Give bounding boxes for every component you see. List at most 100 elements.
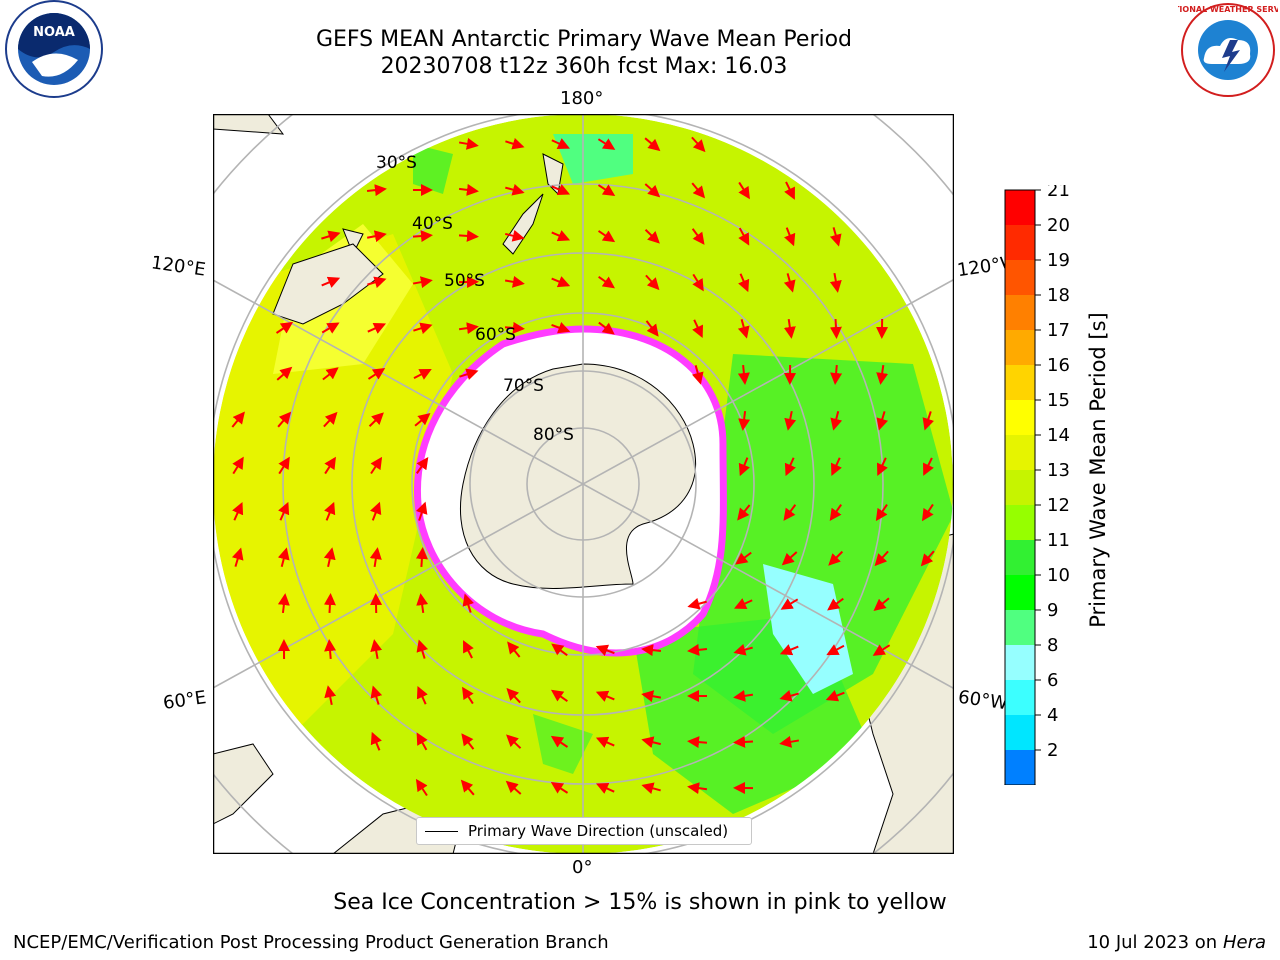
wave-direction-arrow — [876, 457, 888, 476]
wave-direction-arrow — [504, 275, 525, 288]
wave-direction-arrow — [368, 412, 384, 427]
wave-direction-arrow — [872, 644, 891, 656]
wave-direction-arrow — [644, 229, 660, 244]
lat-label-40s: 40°S — [412, 214, 453, 234]
wave-direction-arrow — [598, 276, 615, 289]
wave-direction-arrow — [321, 276, 341, 288]
wave-direction-arrow — [644, 183, 661, 198]
wave-direction-arrow — [505, 780, 522, 795]
wave-direction-arrow — [826, 644, 845, 656]
wave-direction-arrow — [595, 782, 615, 794]
wave-direction-arrow — [645, 274, 660, 291]
wave-direction-arrow — [734, 598, 753, 610]
colorbar-tick-label: 12 — [1047, 495, 1070, 516]
wave-direction-arrow — [733, 643, 753, 656]
chart-subtitle: 20230708 t12z 360h fcst Max: 16.03 — [380, 54, 788, 79]
wave-direction-arrow — [691, 182, 706, 199]
wave-direction-arrow — [415, 778, 428, 797]
wave-direction-arrow — [687, 643, 708, 656]
colorbar-tick-label: 6 — [1047, 670, 1058, 691]
lon-label-180: 180° — [560, 88, 604, 109]
wave-direction-arrow — [738, 227, 750, 246]
colorbar-tick-label: 13 — [1047, 460, 1070, 481]
colorbar-tick-label: 9 — [1047, 600, 1058, 621]
wave-direction-arrow — [922, 411, 935, 431]
wave-direction-arrow — [414, 412, 431, 427]
lat-label-80s: 80°S — [533, 425, 574, 445]
wave-direction-arrow — [597, 138, 616, 150]
wave-direction-arrow — [232, 456, 244, 475]
wave-direction-arrow — [463, 640, 474, 659]
colorbar-label: Primary Wave Mean Period [s] — [1086, 312, 1110, 628]
credit-date: 10 Jul 2023 on — [1087, 932, 1223, 953]
wave-direction-arrow — [784, 227, 796, 247]
colorbar-block — [1005, 400, 1035, 435]
wave-direction-arrow — [830, 457, 842, 477]
wave-direction-arrow — [779, 644, 799, 656]
colorbar-tick-label: 11 — [1047, 530, 1070, 551]
credit-left: NCEP/EMC/Verification Post Processing Pr… — [13, 932, 609, 953]
svg-text:NOAA: NOAA — [33, 25, 75, 40]
wave-direction-arrow — [416, 685, 428, 705]
colorbar-ticks: 21 20 19 18 17 16 15 14 13 12 11 10 9 8 6 4 2 — [1035, 180, 1070, 761]
wave-direction-arrow — [738, 181, 750, 200]
wave-direction-arrow — [231, 547, 244, 567]
colorbar-tick-label: 10 — [1047, 565, 1070, 586]
credit-host: Hera — [1222, 932, 1266, 953]
wave-direction-arrow — [370, 639, 383, 660]
wave-direction-arrow — [412, 230, 433, 243]
wave-direction-arrow — [737, 364, 750, 385]
noaa-logo: NOAA — [2, 0, 106, 104]
wave-direction-arrow — [324, 685, 337, 706]
wave-direction-arrow — [597, 184, 616, 197]
svg-text:NATIONAL WEATHER SERVICE: NATIONAL WEATHER SERVICE — [1178, 5, 1278, 14]
wave-direction-arrow — [781, 551, 798, 566]
colorbar-tick-label: 18 — [1047, 285, 1070, 306]
wave-direction-arrow — [416, 456, 429, 474]
wave-direction-arrow — [506, 734, 522, 749]
wave-direction-arrow — [779, 689, 799, 702]
wave-direction-arrow — [784, 181, 795, 200]
wave-direction-arrow — [367, 322, 387, 334]
wave-direction-arrow — [321, 322, 340, 334]
wave-direction-arrow — [278, 456, 290, 475]
wave-direction-arrow — [595, 644, 615, 656]
lon-label-120e: 120°E — [149, 252, 207, 281]
wave-direction-arrow — [784, 410, 797, 431]
wave-direction-arrow — [550, 689, 568, 702]
lat-label-60s: 60°S — [475, 325, 516, 345]
wave-direction-arrow — [876, 411, 889, 431]
wave-direction-arrow — [733, 689, 754, 702]
wave-direction-arrow — [504, 321, 525, 334]
wave-direction-arrow — [737, 504, 751, 521]
colorbar-tick-label: 19 — [1047, 250, 1070, 271]
wave-direction-arrow — [277, 411, 292, 428]
wave-direction-arrow — [370, 456, 383, 475]
wave-direction-arrow — [551, 322, 571, 334]
sea-ice-note: Sea Ice Concentration > 15% is shown in … — [333, 890, 947, 915]
wave-direction-arrow — [321, 230, 341, 243]
wave-direction-arrow — [738, 410, 751, 431]
colorbar-tick-label: 14 — [1047, 425, 1070, 446]
wave-direction-arrow — [784, 457, 796, 477]
wave-direction-arrow — [828, 550, 844, 566]
wave-direction-arrow — [323, 547, 336, 568]
wave-direction-arrow — [783, 273, 796, 293]
wave-direction-arrow — [277, 593, 290, 614]
wave-direction-arrow — [780, 598, 799, 610]
colorbar-block — [1005, 575, 1035, 610]
wave-direction-arrow — [595, 690, 615, 702]
wave-direction-arrow — [691, 136, 706, 153]
wave-direction-arrow — [416, 593, 429, 614]
wave-direction-arrow — [461, 733, 475, 750]
wave-direction-arrow — [276, 366, 293, 381]
wave-direction-arrow — [825, 690, 845, 702]
wave-direction-arrow — [324, 501, 336, 521]
wave-direction-arrow — [416, 732, 428, 751]
wave-direction-arrow — [278, 501, 290, 521]
colorbar-block — [1005, 365, 1035, 400]
wave-direction-arrow — [645, 320, 659, 337]
lon-label-0: 0° — [572, 857, 593, 878]
wave-direction-arrow — [875, 503, 888, 522]
wave-direction-arrow — [829, 272, 842, 293]
